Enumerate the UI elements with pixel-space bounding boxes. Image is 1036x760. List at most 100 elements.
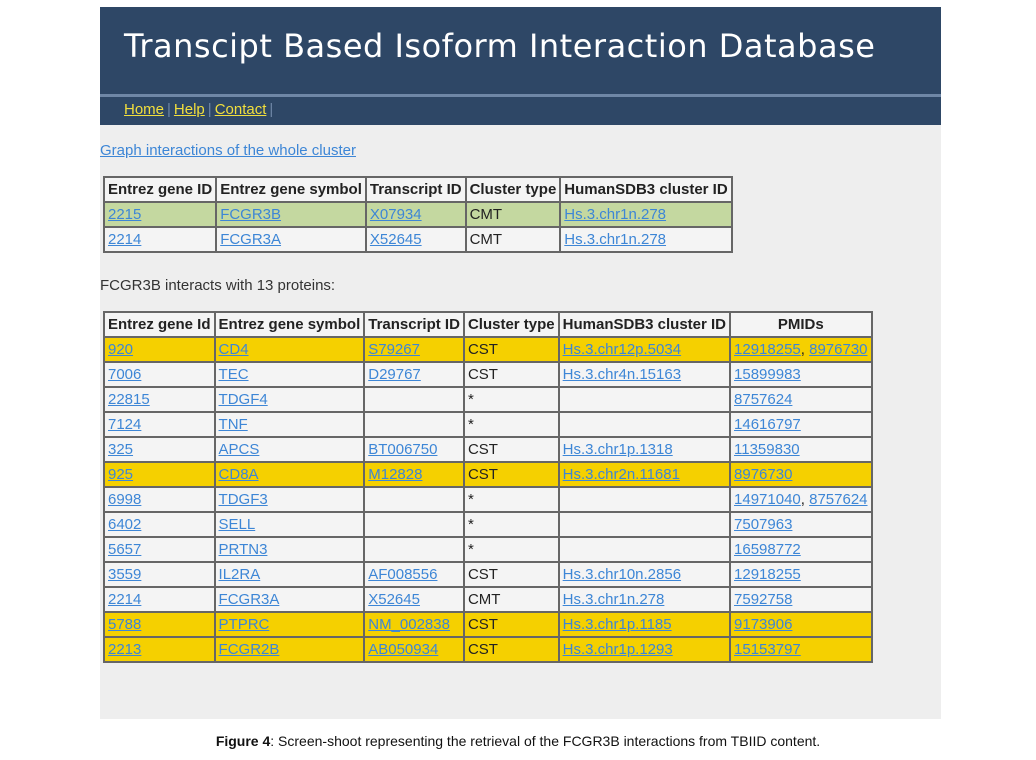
pmid-link[interactable]: 7507963 [734, 516, 793, 533]
table-cell [363, 411, 465, 438]
transcript-id-link[interactable]: AB050934 [368, 641, 439, 658]
transcript-id-link[interactable]: X07934 [369, 206, 422, 223]
gene-symbol-link[interactable]: CD4 [218, 341, 249, 358]
cluster-id-link[interactable]: Hs.3.chr1p.1185 [562, 616, 672, 633]
gene-id-link[interactable]: 2215 [108, 206, 142, 223]
table-cell: CST [462, 361, 560, 388]
cluster-id-link[interactable]: Hs.3.chr12p.5034 [562, 341, 682, 358]
table-cell [363, 386, 465, 413]
cluster-id-link[interactable]: Hs.3.chr1n.278 [564, 231, 667, 248]
table-cell [557, 411, 732, 438]
gene-id-link[interactable]: 3559 [108, 566, 142, 583]
gene-id-link[interactable]: 925 [108, 466, 134, 483]
cluster-type: CST [467, 566, 498, 583]
cluster-type: * [467, 516, 474, 533]
transcript-id-link[interactable]: X52645 [369, 231, 422, 248]
cluster-id-link[interactable]: Hs.3.chr1n.278 [562, 591, 665, 608]
gene-symbol-link[interactable]: PRTN3 [218, 541, 268, 558]
pmids-cell: 7507963 [729, 511, 873, 538]
table-row: 325 APCS BT006750 CST Hs.3.chr1p.1318 1135983… [103, 436, 873, 463]
gene-symbol-link[interactable]: TDGF3 [218, 491, 268, 508]
table-cell: 3559 [103, 561, 216, 588]
gene-symbol-link[interactable]: FCGR3B [220, 206, 282, 223]
gene-id-link[interactable]: 920 [108, 341, 134, 358]
gene-symbol-link[interactable]: SELL [218, 516, 256, 533]
transcript-id-link[interactable]: BT006750 [368, 441, 438, 458]
gene-id-link[interactable]: 7124 [108, 416, 142, 433]
table-cell: Hs.3.chr4n.15163 [557, 361, 732, 388]
pmids-cell: 7592758 [729, 586, 873, 613]
table-row: 925 CD8A M12828 CST Hs.3.chr2n.11681 8976730 [103, 461, 873, 488]
transcript-id-link[interactable]: S79267 [368, 341, 420, 358]
pmid-link[interactable]: 16598772 [734, 541, 801, 558]
cluster-type: * [467, 391, 474, 408]
table-cell: AB050934 [363, 636, 465, 663]
table-row: 2214 FCGR3A X52645 CMT Hs.3.chr1n.278 [102, 226, 733, 253]
cluster-id-link[interactable]: Hs.3.chr4n.15163 [562, 366, 682, 383]
pmid-link[interactable]: 15153797 [734, 641, 801, 658]
pmid-link[interactable]: 12918255 [734, 566, 801, 583]
table-cell: X07934 [364, 201, 467, 228]
pmids-cell: 14971040, 8757624 [729, 486, 873, 513]
pmid-link[interactable]: 8757624 [734, 391, 793, 408]
table-cell: 5657 [103, 536, 216, 563]
gene-symbol-link[interactable]: TNF [218, 416, 248, 433]
gene-symbol-link[interactable]: APCS [218, 441, 260, 458]
pmid-link[interactable]: 7592758 [734, 591, 793, 608]
pmid-link[interactable]: 15899983 [734, 366, 801, 383]
gene-id-link[interactable]: 6998 [108, 491, 142, 508]
gene-id-link[interactable]: 7006 [108, 366, 142, 383]
gene-id-link[interactable]: 325 [108, 441, 134, 458]
gene-symbol-link[interactable]: CD8A [218, 466, 259, 483]
gene-symbol-link[interactable]: IL2RA [218, 566, 261, 583]
table-cell: 2214 [103, 586, 216, 613]
pmid-link[interactable]: 8757624 [809, 491, 868, 508]
transcript-id-link[interactable]: NM_002838 [368, 616, 450, 633]
pmid-link[interactable]: 11359830 [734, 441, 800, 458]
table-row: 7006 TEC D29767 CST Hs.3.chr4n.15163 15899983 [103, 361, 873, 388]
table-cell: CST [462, 461, 560, 488]
col-entrez-gene-symbol: Entrez gene symbol [213, 311, 366, 338]
gene-id-link[interactable]: 2214 [108, 231, 142, 248]
gene-id-link[interactable]: 2214 [108, 591, 142, 608]
table-cell: X52645 [363, 586, 465, 613]
gene-id-link[interactable]: 6402 [108, 516, 142, 533]
cluster-id-link[interactable]: Hs.3.chr2n.11681 [562, 466, 680, 483]
transcript-id-link[interactable]: M12828 [368, 466, 423, 483]
pmid-link[interactable]: 8976730 [734, 466, 793, 483]
gene-symbol-link[interactable]: PTPRC [218, 616, 270, 633]
gene-symbol-link[interactable]: FCGR3A [218, 591, 280, 608]
gene-id-link[interactable]: 5788 [108, 616, 142, 633]
cluster-id-link[interactable]: Hs.3.chr1p.1318 [562, 441, 673, 458]
pmid-link[interactable]: 14971040 [734, 491, 801, 508]
transcript-id-link[interactable]: X52645 [368, 591, 420, 608]
gene-symbol-link[interactable]: FCGR2B [218, 641, 280, 658]
cluster-table-header: Entrez gene ID Entrez gene symbol Transc… [102, 176, 733, 203]
table-cell: FCGR3B [215, 201, 367, 228]
pmid-link[interactable]: 14616797 [734, 416, 801, 433]
pmid-link[interactable]: 9173906 [734, 616, 793, 633]
cluster-id-link[interactable]: Hs.3.chr10n.2856 [562, 566, 682, 583]
table-cell: FCGR3A [215, 226, 367, 253]
interactions-table: Entrez gene Id Entrez gene symbol Transc… [103, 311, 873, 663]
cluster-id-link[interactable]: Hs.3.chr1n.278 [564, 206, 667, 223]
gene-id-link[interactable]: 2213 [108, 641, 142, 658]
gene-symbol-link[interactable]: TEC [218, 366, 249, 383]
nav-contact-link[interactable]: Contact [214, 101, 267, 118]
nav-help-link[interactable]: Help [173, 101, 205, 118]
table-cell: D29767 [363, 361, 465, 388]
nav-home-link[interactable]: Home [124, 101, 165, 118]
transcript-id-link[interactable]: D29767 [368, 366, 421, 383]
pmid-link[interactable]: 12918255 [734, 341, 801, 358]
table-row: 2213 FCGR2B AB050934 CST Hs.3.chr1p.1293 1515… [103, 636, 873, 663]
cluster-id-link[interactable]: Hs.3.chr1p.1293 [562, 641, 673, 658]
table-cell: 2214 [102, 226, 218, 253]
pmid-link[interactable]: 8976730 [809, 341, 868, 358]
graph-cluster-link[interactable]: Graph interactions of the whole cluster [100, 142, 356, 159]
gene-id-link[interactable]: 5657 [108, 541, 142, 558]
gene-id-link[interactable]: 22815 [108, 391, 150, 408]
transcript-id-link[interactable]: AF008556 [368, 566, 438, 583]
gene-symbol-link[interactable]: FCGR3A [220, 231, 282, 248]
gene-symbol-link[interactable]: TDGF4 [218, 391, 268, 408]
nav-separator: | [269, 101, 274, 118]
